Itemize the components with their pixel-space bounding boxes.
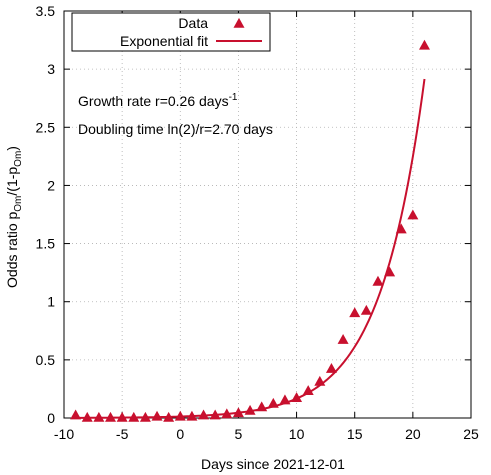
growth-rate-exponent: -1 bbox=[229, 92, 238, 103]
y-tick-label: 1.5 bbox=[36, 236, 56, 252]
data-point bbox=[81, 411, 93, 422]
data-point bbox=[279, 394, 291, 405]
data-point bbox=[395, 223, 407, 234]
data-point bbox=[372, 275, 384, 286]
data-point bbox=[139, 411, 151, 422]
x-axis-label: Days since 2021-12-01 bbox=[201, 456, 345, 472]
data-point bbox=[93, 411, 105, 422]
data-point bbox=[70, 409, 82, 420]
y-axis-label: Odds ratio pOm/(1-pOm) bbox=[4, 146, 24, 288]
data-point bbox=[116, 411, 128, 422]
x-ticks: -10 -5 0 5 10 15 20 25 bbox=[54, 11, 479, 442]
data-point bbox=[232, 407, 244, 418]
x-tick-label: 20 bbox=[405, 426, 421, 442]
data-points bbox=[70, 39, 430, 422]
data-point bbox=[198, 409, 210, 420]
x-tick-label: 15 bbox=[347, 426, 363, 442]
y-axis-label-sub2: Om bbox=[13, 151, 24, 167]
data-point bbox=[349, 307, 361, 318]
legend-box bbox=[71, 12, 271, 52]
data-point bbox=[174, 410, 186, 421]
y-tick-label: 0.5 bbox=[36, 352, 56, 368]
data-point bbox=[360, 304, 372, 315]
data-point bbox=[407, 209, 419, 220]
y-tick-label: 3.5 bbox=[36, 3, 56, 19]
data-point bbox=[163, 411, 175, 422]
x-tick-label: 0 bbox=[176, 426, 184, 442]
x-tick-label: 25 bbox=[463, 426, 479, 442]
y-tick-label: 0 bbox=[47, 410, 55, 426]
x-tick-label: 5 bbox=[235, 426, 243, 442]
y-axis-label-end: ) bbox=[4, 146, 20, 151]
legend: Data Exponential fit bbox=[71, 12, 271, 52]
y-tick-label: 2 bbox=[47, 177, 55, 193]
data-point bbox=[314, 375, 326, 386]
data-point bbox=[209, 409, 221, 420]
y-tick-label: 3 bbox=[47, 61, 55, 77]
data-point bbox=[418, 39, 430, 50]
growth-rate-annotation: Growth rate r=0.26 days-1 bbox=[78, 92, 238, 109]
data-point bbox=[302, 385, 314, 396]
y-axis-label-mid: /(1-p bbox=[4, 167, 20, 196]
data-point bbox=[256, 401, 268, 412]
data-point bbox=[267, 397, 279, 408]
data-point bbox=[221, 408, 233, 419]
data-point bbox=[325, 363, 337, 373]
x-tick-label: -5 bbox=[116, 426, 129, 442]
y-axis-label-main: Odds ratio p bbox=[4, 212, 20, 288]
x-tick-label: 10 bbox=[289, 426, 305, 442]
data-point bbox=[244, 404, 256, 415]
legend-label-fit: Exponential fit bbox=[120, 33, 208, 49]
legend-marker-triangle bbox=[233, 17, 245, 28]
grid bbox=[64, 11, 471, 418]
growth-rate-text: Growth rate r=0.26 days bbox=[78, 93, 229, 109]
data-point bbox=[151, 410, 163, 421]
data-point bbox=[186, 410, 198, 421]
y-axis-label-sub1: Om bbox=[13, 196, 24, 212]
doubling-time-annotation: Doubling time ln(2)/r=2.70 days bbox=[78, 121, 273, 137]
legend-label-data: Data bbox=[178, 15, 208, 31]
y-tick-label: 2.5 bbox=[36, 119, 56, 135]
data-point bbox=[291, 392, 303, 402]
y-ticks: 0 0.5 1 1.5 2 2.5 3 3.5 bbox=[36, 3, 471, 426]
data-point bbox=[384, 266, 396, 277]
x-tick-label: -10 bbox=[54, 426, 74, 442]
data-point bbox=[128, 411, 140, 422]
y-tick-label: 1 bbox=[47, 294, 55, 310]
plot-frame bbox=[63, 10, 472, 419]
data-point bbox=[105, 411, 117, 422]
data-point bbox=[337, 333, 349, 344]
